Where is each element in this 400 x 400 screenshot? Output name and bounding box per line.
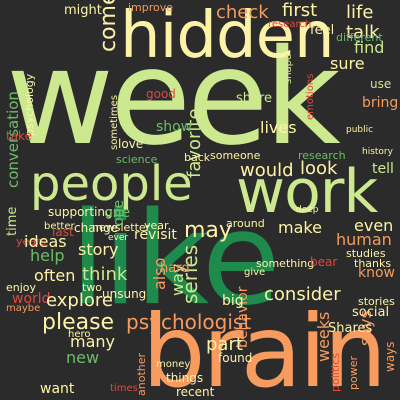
word-people: people [30,156,193,212]
word-week: week [6,21,341,175]
word-may: may [184,218,232,243]
word-better: better [44,221,75,232]
word-two: two [82,281,103,294]
word-hero: hero [68,329,91,340]
word-psychologist: psychologist [126,310,252,334]
word-one: one [104,205,131,221]
word-ideas: ideas [24,232,67,251]
word-first: first [282,0,318,21]
word-supporting: supporting [48,205,113,219]
word-newsletter: newsletter [92,221,151,234]
word-sure: sure [330,54,365,73]
word-feel: feel [310,23,335,38]
word-bring: bring [362,95,399,111]
word-would: would [240,160,294,181]
word-year: year [144,219,169,232]
word-might: might [64,3,102,18]
word-stories: stories [358,295,395,308]
word-hidden: hidden [120,0,335,73]
word-find: find [354,38,385,57]
word-use: use [370,77,392,91]
word-public: public [346,125,374,135]
word-please: please [42,310,115,335]
word-psychology: psychology [23,73,36,136]
word-shape: shape [283,53,294,84]
word-brain: brain [142,293,387,400]
word-time: time [5,206,20,236]
word-take: take [6,129,32,143]
word-check: check [216,2,269,23]
word-know: know [358,265,395,281]
word-big: big [222,293,244,309]
word-emotions: emotions [305,73,316,120]
word-show: show [156,119,193,135]
word-explore: explore [46,290,113,311]
word-back: back [184,151,211,164]
word-want: want [40,381,75,397]
word-help: help [30,246,65,265]
word-years: years [16,235,47,248]
word-research: research [268,19,312,30]
word-something: something [256,257,315,270]
word-history: history [362,147,393,157]
word-bear: bear [310,255,338,269]
word-give: give [244,267,266,278]
word-hard: hard [160,261,190,276]
word-recent: recent [176,385,215,399]
word-money: money [156,359,191,370]
word-lives: lives [260,118,297,137]
word-science: science [116,153,158,166]
word-consider: consider [264,284,341,305]
word-love: love [118,137,144,151]
word-ever: ever [108,233,129,243]
word-human: human [336,230,392,249]
word-someone: someone [210,149,261,162]
word-deep: deep [296,205,319,215]
word-things: things [166,371,204,385]
word-studies: studies [346,247,386,260]
word-work: work [236,157,378,227]
word-maybe: maybe [6,303,41,314]
word-enjoy: enjoy [6,281,37,294]
word-talk: talk [346,22,380,43]
word-story: story [78,240,119,259]
word-thanks: thanks [354,257,392,270]
word-found: found [218,351,253,365]
word-good: good [146,87,176,101]
word-research2: research [298,149,346,162]
word-social: social [352,305,390,320]
word-times: times [110,383,138,394]
word-even: even [354,216,394,235]
word-life: life [346,2,374,23]
word-revisit: revisit [134,227,177,243]
word-look: look [300,158,338,179]
word-like: like [70,185,280,334]
word-change: change [74,221,119,235]
word-last: last [52,225,74,239]
word-unsung: unsung [102,287,147,301]
word-around: around [226,217,265,230]
word-tell: tell [372,161,394,177]
word-world: world [12,291,51,307]
word-improve: improve [128,1,174,14]
word-part: part [206,334,243,355]
word-power: power [347,356,360,390]
word-make: make [278,218,322,237]
word-often: often [34,266,76,285]
word-different: different [336,31,383,44]
word-ways: ways [383,341,397,372]
word-politics: politics [329,353,342,392]
word-new: new [66,348,100,367]
word-think: think [82,264,128,285]
word-many: many [70,332,115,351]
word-share: share [236,91,273,106]
word-Shares: Shares [328,321,373,336]
